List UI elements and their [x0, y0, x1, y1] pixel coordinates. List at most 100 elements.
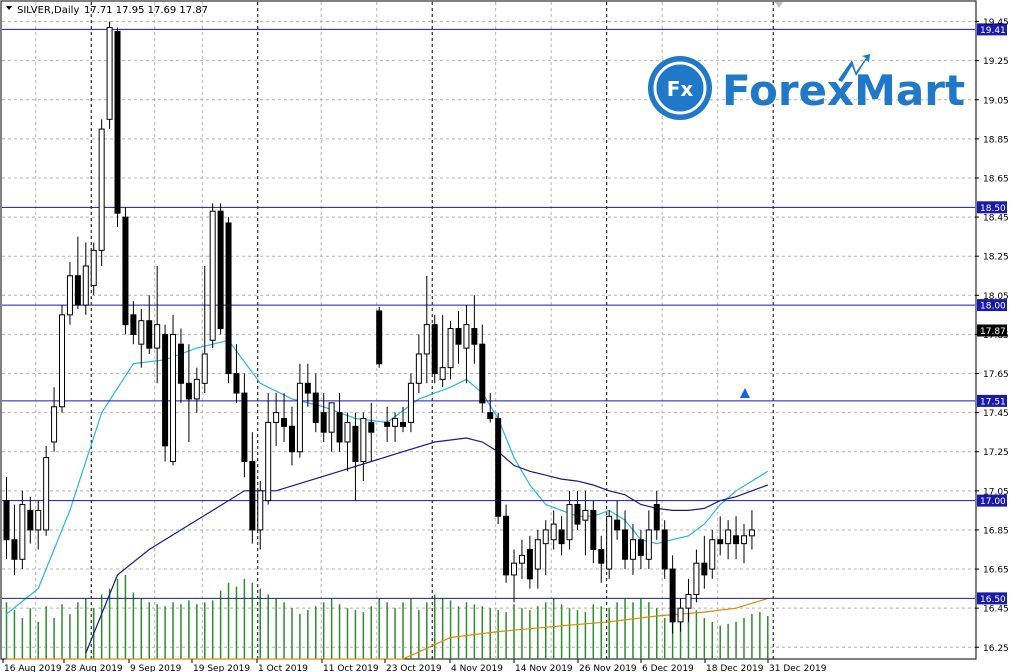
candle-body	[407, 382, 414, 423]
candle-body	[733, 535, 740, 545]
candlesticks	[3, 21, 755, 634]
candle-body	[249, 461, 256, 531]
candle-body	[43, 457, 50, 531]
level-label: 17.00	[980, 497, 1006, 507]
level-label-box	[977, 299, 1007, 312]
candle-body	[344, 421, 351, 443]
header-dropdown-icon[interactable]	[6, 6, 12, 10]
candle-body	[725, 529, 732, 545]
candle-body	[193, 378, 200, 400]
candle-body	[558, 529, 565, 545]
y-tick-label: 18.85	[983, 135, 1009, 145]
candle-body	[51, 406, 58, 443]
candle-body	[114, 30, 121, 214]
candle-body	[685, 593, 692, 609]
candle-body	[177, 343, 184, 384]
candle-body	[582, 509, 589, 521]
candle-body	[273, 412, 280, 423]
candle-body	[479, 343, 486, 404]
y-tick-label: 18.65	[983, 174, 1009, 184]
x-tick-label: 23 Oct 2019	[386, 664, 442, 672]
candle-body	[701, 562, 708, 576]
candle-body	[471, 328, 478, 345]
candle-body	[328, 402, 335, 433]
candle-body	[614, 519, 621, 531]
candle-body	[241, 392, 248, 463]
candle-body	[677, 607, 684, 623]
y-tick-label: 16.25	[983, 644, 1009, 654]
candle-body	[138, 320, 145, 345]
candle-body	[598, 549, 605, 564]
x-tick-label: 19 Sep 2019	[193, 664, 250, 672]
candle-body	[281, 417, 288, 427]
candle-body	[423, 324, 430, 355]
y-tick-label: 17.45	[983, 409, 1009, 419]
y-tick-label: 16.45	[983, 605, 1009, 615]
candle-body	[392, 417, 399, 427]
chart-header: SILVER,Daily 17.71 17.95 17.69 17.87	[6, 5, 208, 16]
candle-body	[352, 425, 359, 463]
x-tick-label: 18 Dec 2019	[706, 664, 764, 672]
candle-body	[27, 509, 34, 531]
candle-body	[11, 539, 18, 560]
y-tick-label: 18.25	[983, 253, 1009, 263]
candle-body	[320, 412, 327, 433]
candle-body	[439, 367, 446, 380]
level-label-box	[977, 201, 1007, 214]
candle-body	[566, 504, 573, 541]
x-tick-label: 11 Oct 2019	[323, 664, 379, 672]
logo-arrow-icon	[838, 54, 870, 82]
volume-bars	[5, 574, 769, 659]
candle-body	[90, 249, 97, 287]
candle-body	[66, 275, 73, 316]
candle-body	[693, 562, 700, 595]
candle-body	[360, 417, 367, 463]
candle-body	[82, 265, 89, 306]
candle-body	[19, 504, 26, 560]
level-label: 19.41	[980, 26, 1006, 36]
x-tick-label: 4 Nov 2019	[451, 664, 503, 672]
candle-body	[661, 529, 668, 570]
candle-body	[455, 328, 462, 345]
candle-body	[146, 320, 153, 349]
candle-body	[534, 539, 541, 570]
markers	[739, 2, 783, 398]
candle-body	[304, 382, 311, 394]
candle-body	[201, 353, 208, 384]
candle-body	[265, 421, 272, 502]
y-tick-label: 16.85	[983, 526, 1009, 536]
candle-body	[503, 515, 510, 576]
candle-body	[653, 504, 660, 531]
candle-body	[629, 539, 636, 560]
level-label: 16.50	[980, 595, 1006, 605]
header-ohlc: 17.71 17.95 17.69 17.87	[84, 5, 208, 16]
logo-badge-text: Fx	[667, 77, 694, 101]
candle-body	[740, 535, 747, 545]
y-tick-label: 17.05	[983, 487, 1009, 497]
candle-body	[233, 373, 240, 394]
candle-body	[487, 412, 494, 419]
buy-arrow-icon	[739, 387, 750, 398]
current-price-label: 17.87	[980, 327, 1006, 337]
candle-body	[154, 324, 161, 349]
candle-body	[574, 504, 581, 525]
candle-body	[217, 210, 224, 330]
candle-body	[368, 421, 375, 433]
level-label: 17.51	[980, 397, 1006, 407]
candle-body	[495, 417, 502, 517]
candle-body	[312, 392, 319, 423]
candle-body	[98, 128, 105, 251]
header-symbol: SILVER,Daily	[17, 5, 79, 16]
x-tick-label: 9 Sep 2019	[130, 664, 182, 672]
level-label: 18.00	[980, 302, 1006, 312]
x-tick-label: 26 Nov 2019	[579, 664, 637, 672]
x-tick-label: 1 Oct 2019	[258, 664, 308, 672]
x-tick-label: 14 Nov 2019	[515, 664, 573, 672]
candle-body	[225, 222, 232, 375]
x-tick-label: 28 Aug 2019	[65, 664, 123, 672]
candle-body	[550, 523, 557, 541]
candle-body	[637, 539, 644, 556]
candle-body	[106, 26, 113, 120]
candle-body	[3, 500, 10, 541]
